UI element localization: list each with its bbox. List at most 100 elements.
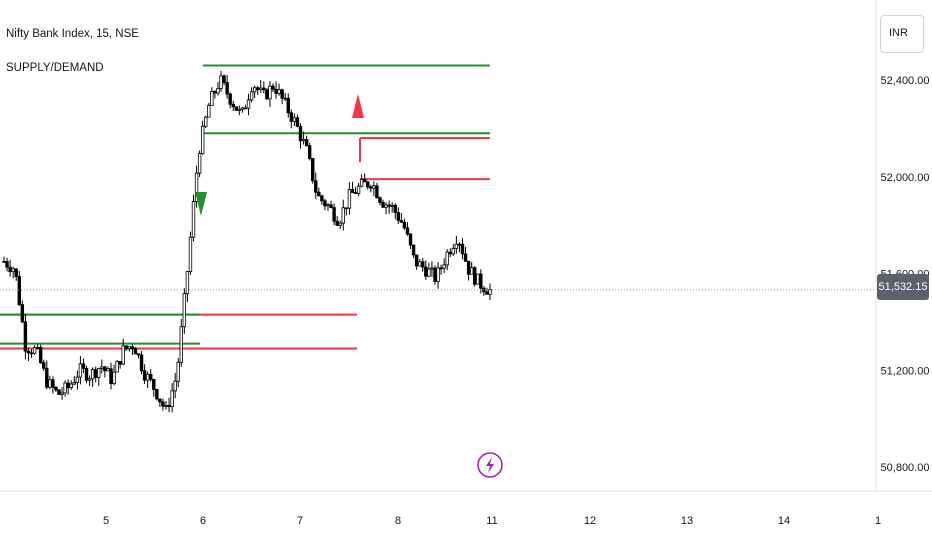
candle-body <box>262 87 266 91</box>
candle-body <box>170 390 174 408</box>
x-tick-label: 12 <box>584 515 596 527</box>
candle-body <box>304 139 309 147</box>
candle-body <box>115 361 119 373</box>
candle-body <box>332 207 336 222</box>
candle-body <box>320 195 324 202</box>
candle-body <box>84 367 89 381</box>
candle-body <box>97 368 101 378</box>
y-tick-label: 52,000.00 <box>881 172 930 184</box>
candle-body <box>155 389 159 400</box>
candle-body <box>286 97 290 114</box>
candle-body <box>87 378 92 381</box>
candle-body <box>338 222 342 226</box>
candle-body <box>335 220 339 226</box>
time-axis[interactable]: 5 6 7 8 11 12 13 14 1 <box>103 515 881 527</box>
candle-body <box>29 352 34 355</box>
candle-body <box>78 363 83 378</box>
y-tick-label: 50,800.00 <box>881 462 930 474</box>
candle-body <box>158 398 162 403</box>
candle-body <box>280 89 284 99</box>
candle-body <box>381 202 385 208</box>
candle-body <box>375 185 379 199</box>
candle-body <box>17 276 21 306</box>
candle-body <box>329 204 333 208</box>
candle-body <box>393 204 397 213</box>
candle-body <box>457 243 462 246</box>
signal-markers <box>195 94 364 216</box>
candle-body <box>277 89 281 94</box>
currency-selector[interactable]: INR <box>880 15 924 53</box>
candle-body <box>292 117 297 122</box>
currency-label: INR <box>889 27 908 39</box>
candle-body <box>466 260 471 275</box>
candle-body <box>430 267 434 270</box>
candle-body <box>48 379 52 388</box>
candle-body <box>207 105 211 118</box>
candle-body <box>66 382 70 389</box>
candle-body <box>8 266 12 273</box>
candle-body <box>243 107 248 110</box>
candle-body <box>93 369 98 378</box>
indicator-title[interactable]: SUPPLY/DEMAND <box>6 62 104 74</box>
candle-body <box>246 99 251 109</box>
candle-body <box>42 362 46 369</box>
supply-demand-zones <box>0 64 490 350</box>
candle-body <box>479 273 483 289</box>
candle-body <box>118 361 122 365</box>
candle-body <box>298 126 303 142</box>
candle-body <box>283 97 287 100</box>
candle-body <box>421 261 425 268</box>
candle-body <box>369 186 373 189</box>
candle-body <box>75 376 80 383</box>
candle-body <box>372 185 376 189</box>
candle-body <box>124 345 128 350</box>
candle-body <box>469 267 474 275</box>
candle-body <box>145 373 150 381</box>
candle-body <box>473 267 477 285</box>
candle-body <box>60 392 64 395</box>
candle-body <box>5 261 9 268</box>
candle-body <box>289 112 294 122</box>
candle-body <box>326 204 330 207</box>
candle-body <box>173 380 177 392</box>
candle-body <box>210 91 214 107</box>
symbol-title[interactable]: Nifty Bank Index, 15, NSE <box>6 28 139 40</box>
candle-body <box>228 93 232 105</box>
candle-body <box>179 326 183 363</box>
last-price-tag: 51,532.15 <box>877 274 929 300</box>
candle-body <box>69 383 73 389</box>
candle-body <box>445 251 449 266</box>
candle-body <box>32 347 37 354</box>
candle-body <box>424 266 428 277</box>
x-tick-label: 5 <box>103 515 109 527</box>
candle-body <box>133 347 138 355</box>
candle-body <box>417 261 422 267</box>
candle-body <box>307 145 312 159</box>
candle-body <box>408 233 413 246</box>
candle-body <box>411 244 416 256</box>
candle-body <box>167 405 171 408</box>
candle-body <box>149 373 153 380</box>
candle-body <box>341 207 345 224</box>
last-price-label: 51,532.15 <box>878 281 928 293</box>
lightning-icon[interactable] <box>477 452 503 478</box>
candle-body <box>463 253 468 262</box>
x-tick-label: 6 <box>200 515 206 527</box>
candle-body <box>366 181 370 188</box>
candle-body <box>213 91 217 94</box>
candle-body <box>476 273 480 285</box>
candle-body <box>359 178 364 187</box>
candle-body <box>225 82 229 95</box>
candle-body <box>442 264 446 269</box>
candle-body <box>268 85 272 100</box>
candle-body <box>414 254 419 267</box>
candle-body <box>295 117 300 127</box>
candle-body <box>396 212 401 221</box>
candle-body <box>350 188 355 193</box>
candle-body <box>387 204 391 207</box>
candle-body <box>460 243 465 255</box>
candle-body <box>317 191 321 197</box>
candle-body <box>274 88 278 94</box>
candle-body <box>90 369 95 380</box>
